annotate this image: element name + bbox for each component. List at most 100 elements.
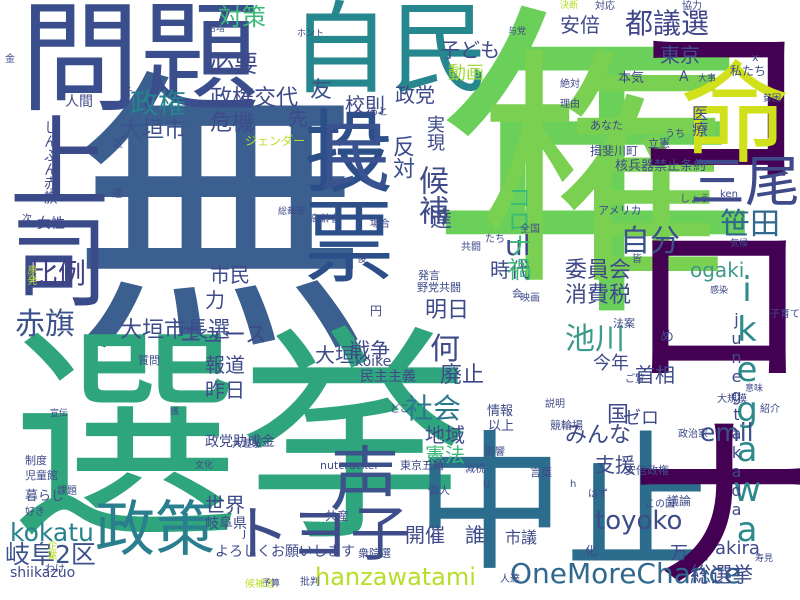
- cloud-word-term-46: 東京: [660, 43, 700, 67]
- cloud-word-term-177: うち: [665, 129, 685, 140]
- cloud-word-emil-28: emil: [700, 418, 754, 447]
- cloud-word-term-7: コロナ: [584, 0, 800, 600]
- cloud-word-term-36: 必要: [210, 50, 258, 78]
- cloud-word-term-146: 金: [5, 54, 15, 65]
- cloud-word-term-104: 質問: [138, 354, 160, 367]
- cloud-word-2-25: 岐阜2区: [5, 540, 96, 569]
- cloud-word-term-84: よろしくお願いします: [215, 544, 355, 560]
- cloud-word-term-140: 対応: [595, 1, 615, 12]
- cloud-word-term-58: 明日: [425, 298, 470, 323]
- cloud-word-ken-159: ken: [720, 189, 738, 200]
- cloud-word-term-113: 政治家: [678, 429, 708, 440]
- cloud-word-shiikazuo-85: shiikazuo: [10, 565, 76, 581]
- cloud-word-term-131: 大規模: [717, 394, 747, 405]
- cloud-word-term-99: アメリカ: [598, 204, 642, 217]
- cloud-word-term-161: あと: [368, 107, 388, 118]
- cloud-word-term-108: 法案: [613, 317, 635, 330]
- cloud-word-term-163: どこ: [390, 404, 410, 415]
- cloud-word-term-53: 委員会: [565, 258, 632, 283]
- cloud-word-term-12: 政策: [95, 495, 215, 565]
- cloud-word-term-134: 気候: [730, 239, 749, 249]
- cloud-word-term-125: 文化: [195, 461, 214, 471]
- cloud-word-term-164: 好き: [25, 507, 45, 518]
- cloud-word-term-38: 大垣市: [120, 118, 187, 143]
- cloud-word-term-145: ホント: [297, 29, 325, 39]
- cloud-word-term-118: 共闘: [461, 242, 481, 253]
- cloud-word-term-135: 映画: [520, 293, 540, 304]
- cloud-word-term-96: 核兵器禁止条約: [615, 159, 707, 174]
- cloud-word-term-48: 政党: [395, 83, 435, 107]
- cloud-word-term-68: 地域: [425, 423, 465, 447]
- cloud-word-term-156: 寿見: [755, 554, 774, 564]
- cloud-word-term-79: 万: [670, 543, 688, 564]
- cloud-word-term-106: 野党共闘: [417, 281, 461, 294]
- cloud-word-term-136: 理由: [560, 99, 580, 110]
- cloud-word-term-41: 反対: [389, 135, 414, 179]
- cloud-word-term-71: 首相: [635, 363, 675, 387]
- cloud-word-term-171: 次: [22, 214, 32, 225]
- cloud-word-term-144: 倍増: [207, 24, 226, 34]
- cloud-word-term-98: 医療: [689, 105, 708, 137]
- cloud-word-term-123: 企業: [45, 540, 56, 560]
- cloud-word-term-176: 皆: [632, 254, 642, 265]
- cloud-word-term-62: 大垣: [315, 343, 355, 367]
- cloud-word-term-149: わけ: [45, 564, 65, 575]
- cloud-word-term-54: 時代: [490, 258, 530, 282]
- cloud-word-term-107: 競輪場: [550, 419, 583, 432]
- cloud-word-term-63: 報道: [205, 353, 245, 377]
- cloud-word-term-17: 三尾: [689, 150, 800, 214]
- cloud-word-term-137: 大事: [698, 74, 717, 84]
- cloud-word-term-142: 与党: [508, 27, 527, 37]
- cloud-word-term-67: みんな: [565, 423, 632, 448]
- cloud-word-term-172: 選: [112, 189, 122, 200]
- cloud-word-term-132: 感染: [710, 286, 729, 296]
- cloud-word-term-8: 命: [680, 51, 790, 179]
- cloud-word-term-122: 衆院選: [358, 547, 391, 560]
- cloud-word-term-10: 上司: [0, 110, 109, 310]
- cloud-word-term-66: 廃止: [440, 363, 485, 388]
- cloud-word-term-45: 安倍: [560, 13, 600, 37]
- cloud-word-term-39: 大垣市長選: [120, 318, 231, 343]
- cloud-word-term-130: 説明: [545, 399, 565, 410]
- cloud-word-term-151: 人達: [500, 574, 520, 585]
- cloud-word-term-165: 円: [370, 304, 383, 318]
- cloud-word-term-97: 揖斐川町: [590, 144, 639, 158]
- cloud-word-term-175: 後: [357, 254, 367, 265]
- cloud-word-term-102: あなた: [590, 119, 623, 132]
- cloud-word-nutcracker-110: nutcracker: [320, 459, 379, 472]
- cloud-word-term-114: 子育て: [770, 309, 800, 320]
- cloud-word-term-61: 戦争: [350, 338, 390, 362]
- cloud-word-term-181: 議: [170, 407, 180, 417]
- cloud-word-term-9: 投票: [288, 105, 393, 285]
- cloud-word-term-139: 協力: [682, 1, 702, 12]
- cloud-word-term-34: 政権: [130, 87, 187, 120]
- cloud-word-term-93: 人間: [65, 94, 93, 110]
- cloud-word-term-160: しょう: [680, 194, 710, 205]
- cloud-word-term-143: 絶対: [560, 79, 580, 90]
- cloud-word-term-83: 共産: [325, 509, 350, 523]
- cloud-word-term-43: 先: [288, 106, 308, 130]
- cloud-word-term-120: 課題: [57, 486, 77, 497]
- cloud-word-term-23: 比例: [30, 257, 87, 290]
- cloud-word-term-162: 場合: [370, 219, 390, 230]
- cloud-word-term-178: 区: [113, 139, 123, 150]
- cloud-word-term-32: 何: [430, 332, 460, 367]
- cloud-word-term-92: 女性: [37, 216, 65, 232]
- cloud-word-onemorechance-15: OneMoreChance: [510, 557, 742, 590]
- cloud-word-term-55: 消費税: [565, 283, 632, 308]
- cloud-word-term-74: 国: [607, 403, 630, 428]
- cloud-word-term-91: 情報: [487, 404, 514, 419]
- cloud-word-term-86: 暮らし: [25, 489, 65, 504]
- cloud-word-term-77: 誰: [465, 523, 485, 547]
- cloud-word-term-101: 私たち: [730, 64, 767, 78]
- cloud-word-term-6: 中止: [415, 418, 716, 592]
- cloud-word-ogaki-57: ogaki: [690, 258, 745, 282]
- cloud-word-term-129: 減税: [465, 464, 485, 475]
- cloud-word-term-64: 昨日: [205, 378, 245, 402]
- cloud-word-term-150: 候補者: [245, 579, 275, 590]
- cloud-word-term-124: 宣伝: [50, 409, 69, 419]
- cloud-word-term-121: 制度: [25, 454, 47, 467]
- cloud-word-term-111: 議論: [667, 494, 692, 508]
- cloud-word-term-60: 力: [205, 288, 225, 312]
- cloud-word-term-24: 赤旗: [15, 307, 75, 342]
